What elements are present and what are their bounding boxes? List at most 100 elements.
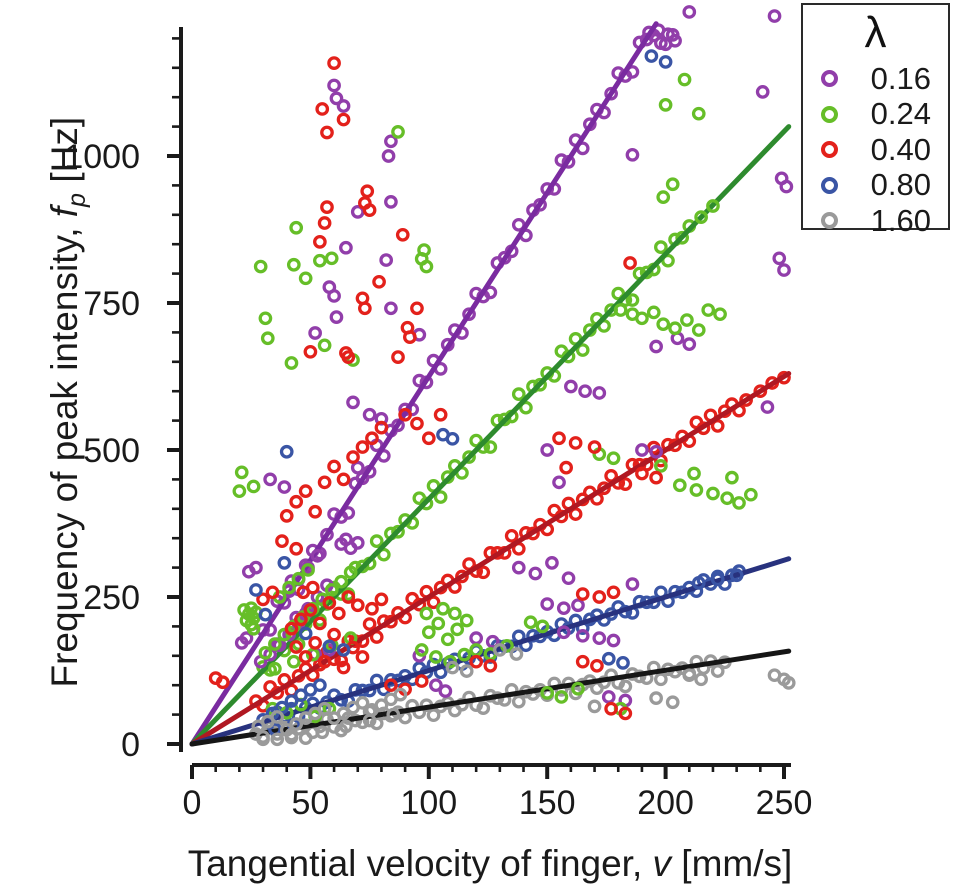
data-point-0.80 [277,556,292,570]
data-point-0.40 [355,440,370,454]
data-point-0.16 [241,564,256,579]
data-point-1.60 [362,713,377,728]
data-point-0.40 [635,466,649,481]
data-point-0.16 [649,444,663,459]
data-point-1.60 [386,707,401,722]
data-point-0.16 [592,386,607,400]
data-point-0.24 [672,478,687,493]
data-point-0.40 [649,470,663,485]
data-point-0.16 [350,460,365,475]
data-point-0.24 [606,451,621,466]
data-point-0.16 [777,263,791,277]
legend-value-label: 0.80 [870,167,931,203]
y-axis-title: Frequency of peak intensity, fp [Hz] [44,52,92,752]
data-point-0.16 [606,633,621,648]
data-point-0.24 [691,323,706,337]
data-point-0.16 [350,536,365,550]
data-point-0.80 [644,49,659,63]
data-point-0.24 [654,459,668,473]
data-point-band-0.40 [455,569,469,584]
data-point-0.24 [706,486,720,501]
data-point-1.60 [492,643,507,657]
data-point-band-0.40 [426,595,441,610]
data-point-0.16 [625,577,640,591]
data-point-0.40 [592,590,607,604]
data-point-0.16 [362,407,377,422]
data-point-0.24 [313,253,327,268]
data-point-0.24 [732,496,746,510]
data-point-band-0.24 [654,240,668,254]
data-point-0.24 [289,220,304,235]
data-point-band-0.24 [625,293,640,307]
data-point-1.60 [374,698,389,713]
data-point-0.40 [575,654,590,669]
data-point-band-1.60 [426,708,441,723]
x-axis-unit: [mm/s] [671,843,793,884]
data-point-0.40 [303,603,318,617]
data-point-band-0.16 [462,307,476,322]
data-point-0.40 [346,450,360,464]
data-point-0.40 [327,459,341,474]
data-point-0.16 [429,678,443,693]
data-point-0.16 [625,147,640,162]
data-point-0.24 [419,259,434,274]
data-point-0.80 [249,583,263,597]
data-point-0.40 [317,654,332,669]
data-point-0.16 [767,9,782,23]
data-point-0.16 [682,5,697,19]
data-point-0.24 [421,625,436,640]
data-point-0.80 [298,626,313,641]
y-axis-unit: [Hz] [43,116,85,193]
data-point-0.24 [391,125,405,139]
data-point-0.16 [682,337,697,352]
data-point-0.40 [391,350,405,364]
data-point-0.40 [265,585,280,600]
data-point-0.40 [313,234,327,249]
data-point-0.40 [331,606,346,621]
data-point-0.40 [604,701,618,716]
data-point-0.40 [606,585,621,600]
y-tick-label-1000: 1000 [64,138,140,176]
x-axis-title-text: Tangential velocity of finger, [187,843,653,884]
data-point-band-0.40 [618,477,633,491]
data-point-0.24 [571,681,585,696]
data-point-0.16 [384,134,398,149]
data-point-0.40 [365,601,379,616]
data-point-0.40 [275,534,289,548]
data-point-band-0.40 [753,384,768,399]
fit-line-0.24 [189,124,792,747]
data-point-band-0.24 [355,559,370,574]
data-point-0.40 [590,658,604,673]
data-point-0.16 [263,472,277,487]
data-point-0.40 [294,612,308,627]
data-point-0.16 [485,634,500,649]
data-point-band-0.40 [362,617,377,631]
data-point-0.80 [279,444,294,459]
y-tick-label-250: 250 [83,579,140,617]
x-tick-label-150: 150 [518,784,576,822]
data-point-0.24 [665,177,680,192]
data-point-0.16 [540,443,555,457]
data-point-band-0.40 [739,393,753,407]
data-point-0.40 [350,598,365,613]
data-point-0.24 [343,565,358,580]
data-point-0.16 [578,384,592,399]
data-point-0.40 [410,301,424,316]
data-point-0.24 [232,484,247,499]
x-tick-label-100: 100 [400,784,458,822]
data-point-1.60 [336,706,351,721]
x-tick-label-0: 0 [182,784,202,822]
data-point-0.24 [286,257,301,272]
data-point-band-1.60 [476,701,491,715]
data-point-1.60 [767,668,782,683]
data-point-0.24 [317,338,332,353]
data-point-0.24 [260,331,275,346]
data-point-band-0.40 [597,481,611,496]
data-point-0.16 [327,289,341,303]
y-tick-label-0: 0 [121,726,140,764]
data-point-0.16 [540,597,555,611]
x-tick-label-50: 50 [291,784,330,822]
data-point-1.60 [315,725,330,740]
data-point-0.40 [303,344,318,359]
data-point-0.40 [298,484,313,499]
